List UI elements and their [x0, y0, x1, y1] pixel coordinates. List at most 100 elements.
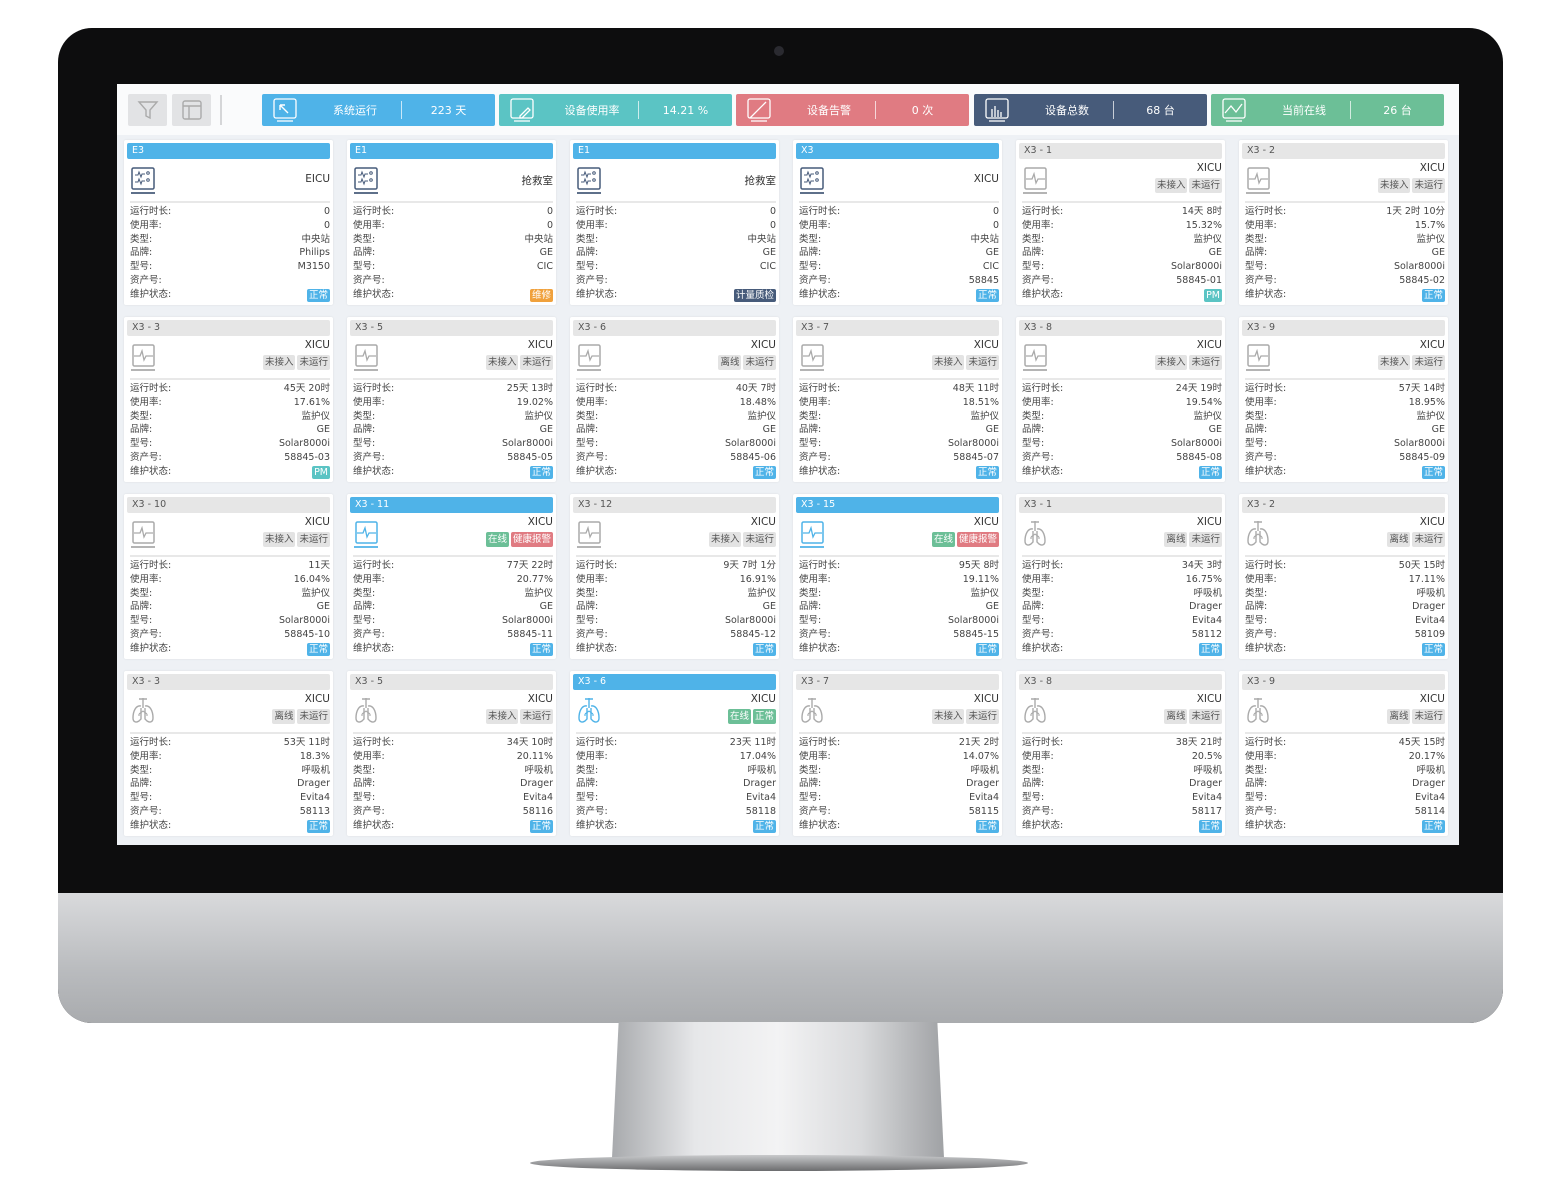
device-card[interactable]: X3 - 1 XICU 未接入 未运行 运行时长: 14天 8时 使用率: 15.32%… [1016, 140, 1225, 305]
department: 抢救室 [744, 175, 777, 187]
field-row: 维护状态: 维修 [353, 288, 553, 302]
field-value: 呼吸机 [1416, 764, 1445, 776]
field-label: 资产号: [799, 274, 831, 286]
field-label: 型号: [353, 438, 376, 450]
field-label: 运行时长: [130, 560, 172, 571]
field-value: 16.91% [739, 573, 776, 585]
field-row: 维护状态: 正常 [1245, 288, 1445, 302]
device-card[interactable]: X3 - 8 XICU 离线 未运行 运行时长: 38天 21时 使用率: 20.5% 类… [1016, 671, 1225, 836]
kpi-tile[interactable]: 系统运行 223 天 [262, 94, 495, 126]
card-title: X3 - 8 [1019, 320, 1222, 336]
maintenance-badge: 正常 [752, 819, 776, 833]
field-value: 58845-15 [953, 628, 999, 640]
field-row: 运行时长: 11天 [130, 559, 330, 573]
field-value: 58845-07 [953, 451, 999, 463]
department: XICU [1196, 516, 1222, 528]
device-card[interactable]: X3 - 5 XICU 未接入 未运行 运行时长: 25天 13时 使用率: 19.02… [347, 317, 556, 482]
device-card[interactable]: X3 - 6 XICU 在线 正常 运行时长: 23天 11时 使用率: 17.04% 类… [570, 671, 779, 836]
device-card[interactable]: X3 - 10 XICU 未接入 未运行 运行时长: 11天 使用率: 16.04% 类型… [124, 494, 333, 659]
card-fields: 运行时长: 21天 2时 使用率: 14.07% 类型: 呼吸机 品牌: Drager 型号: E… [799, 736, 999, 833]
device-card[interactable]: X3 - 11 XICU 在线 健康报警 运行时长: 77天 22时 使用率: 20.7… [347, 494, 556, 659]
field-label: 运行时长: [1245, 737, 1287, 748]
field-label: 运行时长: [799, 206, 841, 217]
department: XICU [1419, 516, 1445, 528]
device-card[interactable]: X3 XICU 运行时长: 0 使用率: 0 类型: 中央站 品牌: GE 型号: CIC 资产号:… [793, 140, 1002, 305]
kpi-tile[interactable]: 设备使用率 14.21 % [499, 94, 732, 126]
field-label: 型号: [1245, 438, 1268, 450]
field-row: 使用率: 17.11% [1245, 573, 1445, 587]
status-tag: 未运行 [743, 355, 776, 370]
field-value: Drager [1189, 778, 1222, 790]
field-value: 25天 13时 [506, 383, 553, 394]
field-row: 维护状态: 正常 [799, 819, 999, 833]
device-card[interactable]: X3 - 7 XICU 未接入 未运行 运行时长: 48天 11时 使用率: 18.51… [793, 317, 1002, 482]
card-title: X3 - 1 [1019, 497, 1222, 513]
field-label: 维护状态: [1022, 642, 1064, 654]
field-value: Solar8000i [278, 438, 330, 450]
field-row: 型号: Solar8000i [1022, 437, 1222, 451]
card-divider [1245, 201, 1445, 203]
field-label: 品牌: [799, 778, 822, 790]
field-row: 类型: 呼吸机 [576, 764, 776, 778]
monitor-icon [1245, 165, 1271, 195]
field-row: 运行时长: 1天 2时 10分 [1245, 205, 1445, 219]
monitor-icon [130, 342, 156, 372]
kpi-tile[interactable]: 当前在线 26 台 [1211, 94, 1444, 126]
device-card[interactable]: X3 - 9 XICU 未接入 未运行 运行时长: 57天 14时 使用率: 18.95… [1239, 317, 1448, 482]
field-row: 型号: Evita4 [130, 791, 330, 805]
field-value: 监护仪 [524, 587, 553, 599]
device-card[interactable]: X3 - 6 XICU 离线 未运行 运行时长: 40天 7时 使用率: 18.48% 类… [570, 317, 779, 482]
card-title: X3 - 6 [573, 674, 776, 690]
device-card[interactable]: X3 - 3 XICU 离线 未运行 运行时长: 53天 11时 使用率: 18.3% 类… [124, 671, 333, 836]
card-fields: 运行时长: 14天 8时 使用率: 15.32% 类型: 监护仪 品牌: GE 型号: Solar… [1022, 205, 1222, 302]
device-card[interactable]: X3 - 2 XICU 离线 未运行 运行时长: 50天 15时 使用率: 17.11%… [1239, 494, 1448, 659]
device-card[interactable]: X3 - 8 XICU 未接入 未运行 运行时长: 24天 19时 使用率: 19.54… [1016, 317, 1225, 482]
field-row: 型号: Solar8000i [353, 614, 553, 628]
device-card[interactable]: E3 EICU 运行时长: 0 使用率: 0 类型: 中央站 品牌: Philips 型号: M3… [124, 140, 333, 305]
field-label: 型号: [130, 615, 153, 627]
field-row: 类型: 呼吸机 [1245, 764, 1445, 778]
field-label: 类型: [130, 587, 153, 599]
card-fields: 运行时长: 57天 14时 使用率: 18.95% 类型: 监护仪 品牌: GE 型号: Sola… [1245, 382, 1445, 479]
central-station-icon [576, 165, 602, 195]
monitor-icon [1022, 342, 1048, 372]
card-title: X3 - 10 [127, 497, 330, 513]
field-value: Solar8000i [1170, 261, 1222, 273]
monitor-icon [1245, 342, 1271, 372]
device-card[interactable]: E1 抢救室 运行时长: 0 使用率: 0 类型: 中央站 品牌: GE 型号: CIC 资产号: 维… [570, 140, 779, 305]
kpi-tile[interactable]: 设备总数 68 台 [974, 94, 1207, 126]
field-value: GE [1431, 424, 1445, 436]
field-row: 品牌: Drager [1022, 777, 1222, 791]
device-card[interactable]: X3 - 2 XICU 未接入 未运行 运行时长: 1天 2时 10分 使用率: 15.… [1239, 140, 1448, 305]
field-label: 类型: [130, 410, 153, 422]
field-value: Solar8000i [724, 615, 776, 627]
field-label: 品牌: [353, 247, 376, 259]
field-label: 品牌: [799, 424, 822, 436]
device-card[interactable]: X3 - 7 XICU 未接入 未运行 运行时长: 21天 2时 使用率: 14.07%… [793, 671, 1002, 836]
field-label: 维护状态: [353, 819, 395, 831]
status-tag: 未运行 [297, 532, 330, 547]
device-card[interactable]: X3 - 9 XICU 离线 未运行 运行时长: 45天 15时 使用率: 20.17%… [1239, 671, 1448, 836]
card-fields: 运行时长: 0 使用率: 0 类型: 中央站 品牌: GE 型号: CIC 资产号: 维护状态: 计量质… [576, 205, 776, 302]
field-label: 类型: [353, 764, 376, 776]
field-row: 资产号: 58845-12 [576, 628, 776, 642]
kpi-tile[interactable]: 设备告警 0 次 [736, 94, 969, 126]
device-card[interactable]: X3 - 3 XICU 未接入 未运行 运行时长: 45天 20时 使用率: 17.61… [124, 317, 333, 482]
field-value: 40天 7时 [735, 383, 776, 394]
field-row: 类型: 中央站 [799, 233, 999, 247]
device-card[interactable]: X3 - 15 XICU 在线 健康报警 运行时长: 95天 8时 使用率: 19.11… [793, 494, 1002, 659]
field-label: 使用率: [130, 573, 162, 585]
department: XICU [750, 693, 776, 705]
device-card[interactable]: X3 - 1 XICU 离线 未运行 运行时长: 34天 3时 使用率: 16.75% 类… [1016, 494, 1225, 659]
card-divider [353, 378, 553, 380]
device-card[interactable]: E1 抢救室 运行时长: 0 使用率: 0 类型: 中央站 品牌: GE 型号: CIC 资产号: 维… [347, 140, 556, 305]
field-label: 品牌: [353, 778, 376, 790]
ventilator-icon [1022, 696, 1048, 726]
layout-button[interactable] [172, 94, 211, 126]
device-card[interactable]: X3 - 5 XICU 未接入 未运行 运行时长: 34天 10时 使用率: 20.11… [347, 671, 556, 836]
field-row: 资产号: 58845-02 [1245, 274, 1445, 288]
field-row: 品牌: GE [353, 423, 553, 437]
filter-button[interactable] [128, 94, 167, 126]
status-tag: 未接入 [708, 532, 742, 547]
device-card[interactable]: X3 - 12 XICU 未接入 未运行 运行时长: 9天 7时 1分 使用率: 16.… [570, 494, 779, 659]
